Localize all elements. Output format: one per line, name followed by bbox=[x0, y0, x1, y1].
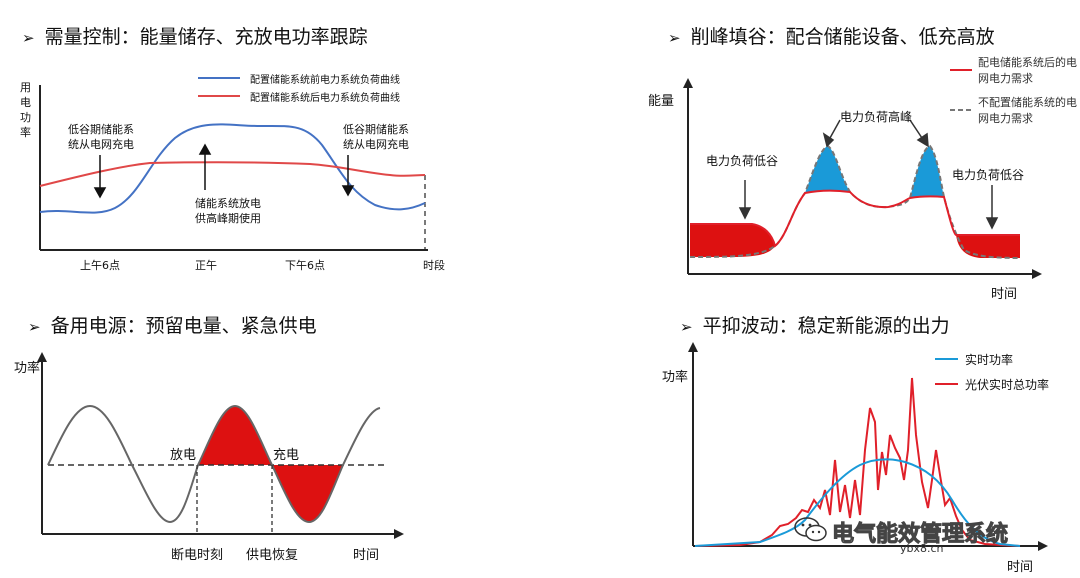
power-sine-curve bbox=[47, 404, 381, 524]
x-axis-arrow bbox=[1038, 541, 1048, 551]
panel3-title: ➢ 备用电源：预留电量、紧急供电 bbox=[28, 311, 317, 338]
arrow-peak-left bbox=[822, 119, 841, 148]
y-axis-arrow bbox=[683, 78, 693, 88]
demand-control-chart bbox=[39, 77, 428, 251]
watermark-text: 电气能效管理系统 bbox=[831, 522, 1009, 548]
pv-smoothing-chart bbox=[688, 342, 1048, 551]
panel3-title-text: 备用电源：预留电量、紧急供电 bbox=[50, 315, 317, 337]
annotation-charge-left: 低谷期储能系统从电网充电 bbox=[68, 123, 134, 151]
curve-after-storage bbox=[39, 161, 426, 187]
curve-pv-total bbox=[694, 377, 1021, 547]
legend-after-label: 配置储能系统后电力系统负荷曲线 bbox=[250, 93, 400, 104]
curve-realtime bbox=[694, 458, 1021, 547]
legend-with-storage-label: 配电储能系统后的电网电力需求 bbox=[978, 56, 1077, 85]
arrow-discharge bbox=[198, 143, 212, 190]
panel1-title: ➢ 需量控制：能量储存、充放电功率跟踪 bbox=[22, 22, 368, 49]
x-axis-arrow bbox=[394, 529, 404, 539]
backup-power-chart bbox=[37, 352, 404, 539]
bullet-icon: ➢ bbox=[680, 318, 693, 336]
legend-without-storage-label: 不配置储能系统的电网电力需求 bbox=[978, 96, 1077, 125]
x-axis-arrow bbox=[1032, 269, 1042, 279]
annotation-load-valley-right: 电力负荷低谷 bbox=[952, 168, 1025, 182]
arrow-peak-right bbox=[909, 119, 929, 148]
peak-fill-right bbox=[910, 146, 944, 198]
charge-label: 充电 bbox=[273, 448, 300, 463]
discharge-fill bbox=[198, 406, 272, 465]
legend-realtime-label: 实时功率 bbox=[965, 353, 1014, 367]
legend-before-label: 配置储能系统前电力系统负荷曲线 bbox=[250, 75, 400, 86]
panel4-x-label: 时间 bbox=[1006, 560, 1034, 575]
y-axis-arrow bbox=[688, 342, 698, 352]
valley-fill-left bbox=[690, 224, 775, 257]
annotation-load-peak: 电力负荷高峰 bbox=[839, 110, 913, 124]
x-tick-noon: 正午 bbox=[195, 259, 217, 272]
panel4-title: ➢ 平抑波动：稳定新能源的出力 bbox=[680, 311, 950, 338]
peak-fill-left bbox=[805, 146, 850, 193]
arrow-valley-left bbox=[738, 180, 752, 220]
discharge-label: 放电 bbox=[170, 448, 197, 463]
restore-time-label: 供电恢复 bbox=[245, 548, 299, 563]
annotation-load-valley-left: 电力负荷低谷 bbox=[706, 154, 779, 168]
panel2-y-label: 能量 bbox=[648, 94, 675, 109]
panel4-title-text: 平抑波动：稳定新能源的出力 bbox=[702, 315, 950, 337]
legend-pv-label: 光伏实时总功率 bbox=[965, 378, 1050, 392]
arrow-charge-left bbox=[93, 155, 107, 199]
peak-shaving-chart bbox=[683, 69, 1042, 279]
bullet-icon: ➢ bbox=[668, 29, 681, 47]
watermark-url: ybx8.cn bbox=[900, 542, 944, 555]
panel2-title: ➢ 削峰填谷：配合储能设备、低充高放 bbox=[668, 22, 995, 49]
bullet-icon: ➢ bbox=[28, 318, 41, 336]
panel2-title-text: 削峰填谷：配合储能设备、低充高放 bbox=[690, 26, 995, 48]
charge-fill bbox=[272, 465, 343, 522]
annotation-discharge: 储能系统放电供高峰期使用 bbox=[195, 197, 261, 225]
arrow-charge-right bbox=[341, 155, 355, 197]
wechat-icon bbox=[794, 517, 827, 542]
arrow-valley-right bbox=[985, 185, 999, 230]
panel1-title-text: 需量控制：能量储存、充放电功率跟踪 bbox=[44, 26, 368, 48]
x-tick-6pm: 下午6点 bbox=[285, 259, 325, 272]
panel3-y-label: 功率 bbox=[14, 361, 41, 376]
panel3-x-label: 时间 bbox=[352, 548, 380, 563]
annotation-charge-right: 低谷期储能系统从电网充电 bbox=[343, 123, 409, 151]
curve-before-storage bbox=[39, 123, 426, 214]
panel4-y-label: 功率 bbox=[662, 370, 689, 385]
x-tick-6am: 上午6点 bbox=[80, 259, 120, 272]
valley-fill-right bbox=[956, 235, 1020, 258]
outage-time-label: 断电时刻 bbox=[170, 548, 224, 563]
panel2-x-label: 时间 bbox=[990, 287, 1018, 302]
panel1-y-label: 用电功率 bbox=[20, 81, 31, 139]
bullet-icon: ➢ bbox=[22, 29, 35, 47]
curve-with-storage bbox=[690, 189, 1020, 248]
y-axis-arrow bbox=[37, 352, 47, 362]
x-tick-period: 时段 bbox=[423, 259, 445, 272]
